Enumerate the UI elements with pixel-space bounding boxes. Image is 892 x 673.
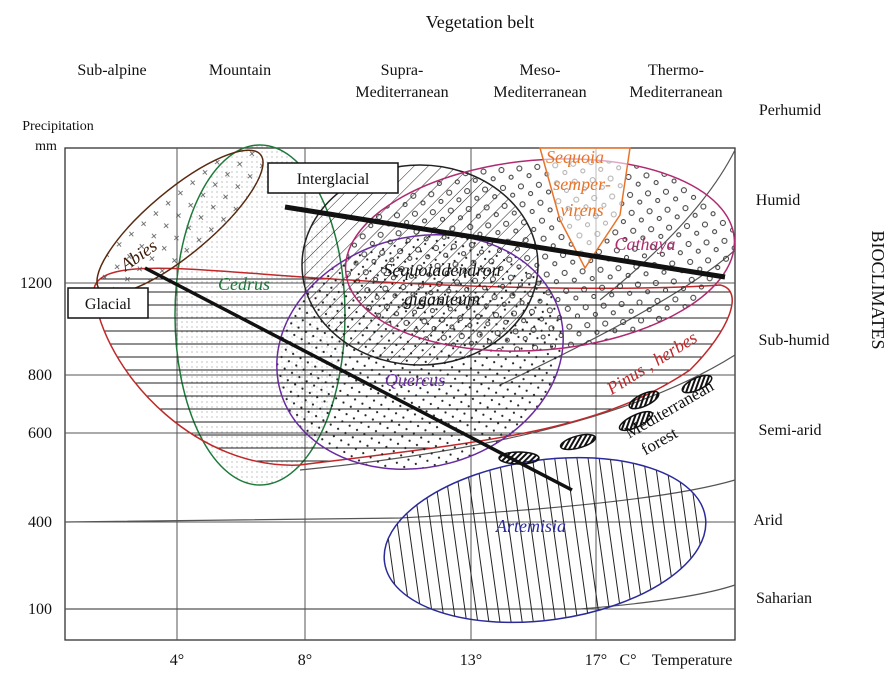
- taxon-label: Cathaya: [615, 234, 676, 254]
- zone: Semi-arid: [758, 422, 821, 439]
- y-tick-label: 600: [28, 425, 52, 442]
- bioclimates-title: BIOCLIMATES: [868, 230, 888, 349]
- y-tick-label: 1200: [20, 275, 52, 292]
- belt: Mediterranean: [629, 84, 722, 101]
- taxon-label: Artemisia: [495, 516, 566, 536]
- taxon-label: Sequoia: [546, 147, 604, 167]
- x-tick-label: 13°: [460, 652, 482, 669]
- belt: Supra-: [381, 62, 424, 79]
- x-tick-label: 4°: [170, 652, 184, 669]
- taxon-label: Quercus: [385, 370, 445, 390]
- box: [267, 162, 399, 194]
- belt: Mountain: [209, 62, 271, 79]
- taxon-label: semper-: [553, 174, 611, 194]
- belt: Mediterranean: [355, 84, 448, 101]
- belt: Thermo-: [648, 62, 704, 79]
- zone: Humid: [756, 192, 800, 209]
- regions: [92, 144, 736, 624]
- y-tick-label: 100: [28, 601, 52, 618]
- period-label: Interglacial: [297, 171, 370, 188]
- zone: Perhumid: [759, 102, 821, 119]
- x-tick-label: 17°: [585, 652, 607, 669]
- axis-label: mm: [35, 139, 57, 154]
- zone: Saharian: [756, 590, 812, 607]
- taxon-label: virens: [560, 200, 603, 220]
- belt: Meso-: [520, 62, 561, 79]
- belt: Mediterranean: [493, 84, 586, 101]
- y-tick-label: 400: [28, 514, 52, 531]
- title: Vegetation belt: [426, 12, 534, 32]
- axis-label: Precipitation: [22, 119, 94, 134]
- box: [67, 287, 149, 319]
- y-tick-label: 800: [28, 367, 52, 384]
- taxon-label: Sequoiadendron: [383, 260, 500, 280]
- axis-label: Temperature: [652, 652, 733, 669]
- trend-lines: [144, 204, 726, 492]
- belt: Sub-alpine: [77, 62, 146, 79]
- period-label: Glacial: [85, 296, 132, 313]
- x-unit: C°: [619, 652, 636, 669]
- zone: Arid: [753, 512, 782, 529]
- zone: Sub-humid: [758, 332, 829, 349]
- x-tick-label: 8°: [298, 652, 312, 669]
- taxon-label: giganteum: [404, 289, 480, 309]
- taxon-label: Cedrus: [218, 274, 270, 294]
